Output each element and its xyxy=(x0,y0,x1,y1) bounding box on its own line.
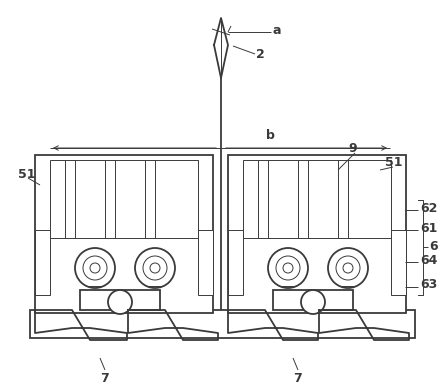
Circle shape xyxy=(328,248,368,288)
Text: 51: 51 xyxy=(18,168,35,181)
Bar xyxy=(30,310,415,338)
Circle shape xyxy=(135,248,175,288)
Text: 7: 7 xyxy=(101,372,109,385)
Circle shape xyxy=(268,248,308,288)
Circle shape xyxy=(283,263,293,273)
Text: 2: 2 xyxy=(256,48,265,60)
Text: a: a xyxy=(273,23,281,37)
Bar xyxy=(35,230,50,295)
Text: 63: 63 xyxy=(420,278,437,291)
Bar xyxy=(273,290,353,310)
Bar xyxy=(80,290,160,310)
Circle shape xyxy=(83,256,107,280)
Circle shape xyxy=(276,256,300,280)
Text: 6: 6 xyxy=(429,241,438,254)
Text: b: b xyxy=(265,129,274,142)
Text: 51: 51 xyxy=(385,156,403,170)
Text: 9: 9 xyxy=(348,142,357,154)
Bar xyxy=(391,230,406,295)
Bar xyxy=(228,230,243,295)
Circle shape xyxy=(75,248,115,288)
Circle shape xyxy=(143,256,167,280)
Bar xyxy=(228,155,406,313)
Circle shape xyxy=(343,263,353,273)
Circle shape xyxy=(90,263,100,273)
Bar xyxy=(50,160,198,238)
Circle shape xyxy=(150,263,160,273)
Circle shape xyxy=(108,290,132,314)
Circle shape xyxy=(301,290,325,314)
Text: 62: 62 xyxy=(420,202,437,214)
Text: 7: 7 xyxy=(294,372,303,385)
Bar xyxy=(35,155,213,313)
Bar xyxy=(243,160,391,238)
Bar xyxy=(198,230,213,295)
Text: 64: 64 xyxy=(420,254,437,266)
Circle shape xyxy=(336,256,360,280)
Text: 61: 61 xyxy=(420,222,437,234)
